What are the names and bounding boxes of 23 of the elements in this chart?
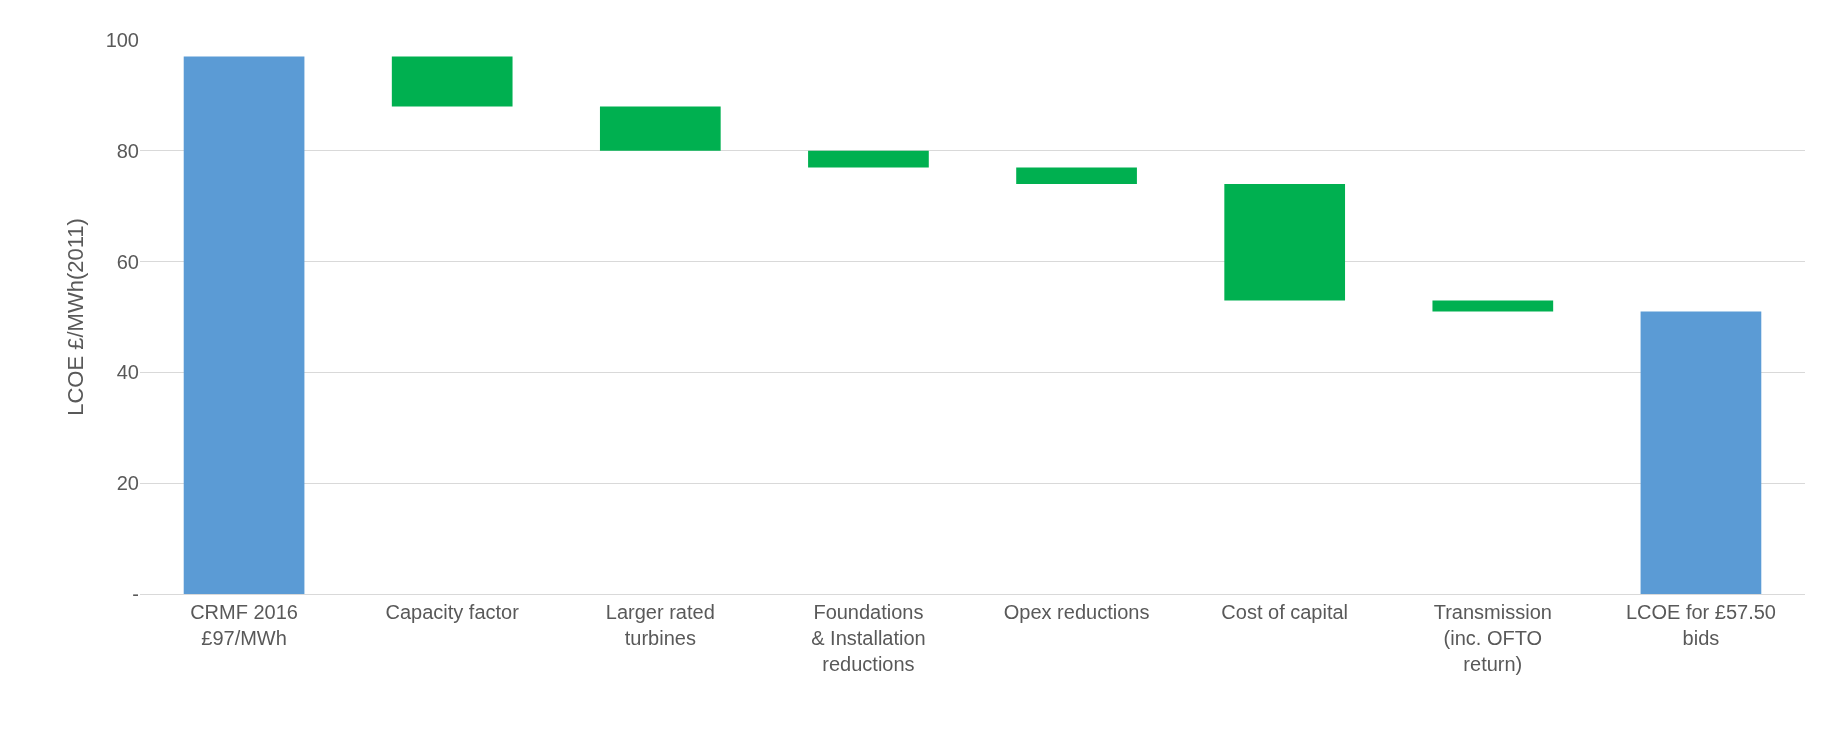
bar <box>391 56 513 107</box>
x-tick-label: Cost of capital <box>1221 601 1349 623</box>
y-tick-label: 40 <box>116 361 139 384</box>
bar <box>1432 300 1554 312</box>
x-tick-label: Foundations & Installation reductions <box>811 601 926 675</box>
y-tick-label: 80 <box>116 139 139 162</box>
bar <box>1016 167 1137 185</box>
y-tick-label: 20 <box>116 472 139 495</box>
y-tick-label: 100 <box>105 29 139 51</box>
y-tick-label: - <box>132 583 139 605</box>
y-tick-label: 60 <box>116 250 139 273</box>
bar <box>599 106 721 151</box>
bar <box>183 56 305 594</box>
bar <box>1224 184 1346 301</box>
x-tick-label: Transmission (inc. OFTO return) <box>1433 601 1552 675</box>
x-tick-label: Capacity factor <box>385 601 520 623</box>
x-tick-label: Opex reductions <box>1003 601 1150 623</box>
bar <box>808 150 929 168</box>
x-tick-label: CRMF 2016 £97/MWh <box>190 601 298 649</box>
x-tick-label: LCOE for £57.50 bids <box>1625 601 1776 649</box>
x-tick-label: Larger rated turbines <box>605 601 715 649</box>
y-axis-title: LCOE £/MWh(2011) <box>63 218 89 416</box>
bar <box>1640 311 1762 594</box>
